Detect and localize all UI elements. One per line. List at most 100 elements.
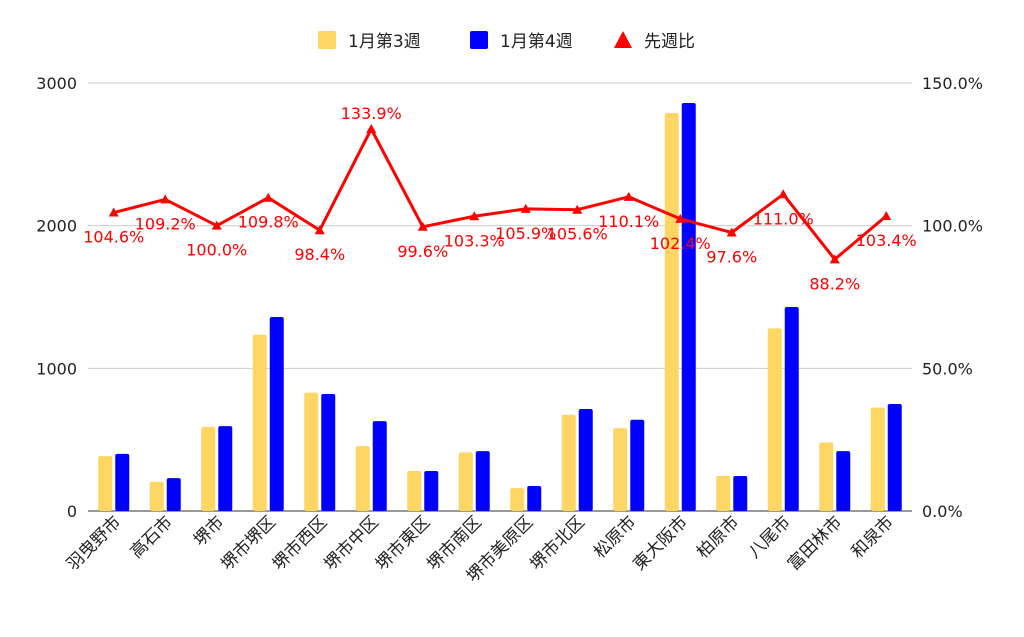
right-tick-label: 150.0%: [922, 74, 983, 93]
legend-label: 1月第4週: [500, 32, 573, 52]
ratio-label: 111.0%: [753, 209, 814, 228]
ratio-marker: [675, 213, 686, 223]
ratio-marker: [726, 227, 737, 237]
ratio-marker: [778, 189, 789, 199]
left-tick-label: 2000: [36, 217, 77, 236]
category-label: 羽曳野市: [63, 512, 125, 574]
left-tick-label: 1000: [36, 359, 77, 378]
category-label: 東大阪市: [630, 512, 692, 574]
ratio-marker: [108, 207, 119, 217]
bar-week3: [767, 328, 782, 511]
ratio-marker: [417, 221, 428, 231]
bar-week3: [149, 481, 164, 511]
category-label: 堺市堺区: [218, 512, 280, 574]
ratio-polyline: [113, 127, 888, 261]
bar-week3: [252, 334, 267, 511]
bar-week4: [166, 478, 181, 511]
legend-label: 先週比: [644, 32, 695, 52]
bar-week4: [527, 486, 542, 511]
right-axis: 0.0% 50.0% 100.0% 150.0%: [922, 74, 983, 521]
bar-week4: [887, 404, 902, 511]
category-label: 堺市: [190, 512, 228, 550]
legend-swatch: [318, 31, 336, 49]
category-label: 堺市中区: [321, 512, 383, 574]
ratio-label: 103.3%: [444, 231, 505, 250]
ratio-label: 104.6%: [83, 228, 144, 247]
ratio-label: 98.4%: [294, 245, 345, 264]
right-tick-label: 50.0%: [922, 359, 973, 378]
ratio-label: 88.2%: [809, 274, 860, 293]
bar-week3: [870, 407, 885, 511]
bar-week3: [664, 112, 679, 512]
ratio-marker: [572, 204, 583, 214]
ratio-labels: 104.6%109.2% 100.0% 109.8% 98.4% 133.9% 99.6%…: [83, 104, 917, 293]
category-label: 和泉市: [848, 512, 898, 562]
category-label: 堺市北区: [527, 512, 589, 574]
ratio-marker: [314, 225, 325, 235]
ratio-label: 109.8%: [238, 213, 299, 232]
bar-week3: [613, 428, 628, 511]
ratio-marker: [623, 191, 634, 201]
right-tick-label: 100.0%: [922, 217, 983, 236]
ratio-label: 109.2%: [135, 214, 196, 233]
bar-week4: [372, 421, 387, 511]
ratio-label: 103.4%: [856, 231, 917, 250]
category-label: 富田林市: [784, 512, 846, 574]
legend-label: 1月第3週: [348, 32, 421, 52]
bar-week4: [578, 408, 593, 511]
category-label: 八尾市: [745, 512, 795, 562]
ratio-marker: [366, 123, 377, 133]
bar-week3: [355, 446, 370, 511]
left-tick-label: 3000: [36, 74, 77, 93]
bar-week3: [98, 456, 113, 511]
bar-week3: [304, 392, 319, 511]
bars: [98, 102, 902, 512]
category-label: 松原市: [590, 512, 640, 562]
bar-week4: [218, 426, 233, 511]
bar-week4: [784, 306, 799, 511]
category-label: 高石市: [127, 512, 177, 562]
ratio-marker: [211, 220, 222, 230]
bar-week4: [321, 394, 336, 511]
left-axis: 0 1000 2000 3000: [36, 74, 77, 521]
ratio-label: 102.4%: [650, 234, 711, 253]
bar-week3: [510, 488, 525, 511]
bar-week4: [424, 471, 439, 511]
bar-week4: [115, 453, 130, 511]
ratio-marker: [263, 192, 274, 202]
category-label: 堺市東区: [372, 512, 434, 574]
ratio-label: 133.9%: [341, 104, 402, 123]
ratio-marker: [520, 203, 531, 213]
ratio-marker: [829, 254, 840, 264]
category-label: 柏原市: [693, 512, 743, 562]
bar-week4: [475, 451, 490, 511]
ratio-marker: [881, 210, 892, 220]
ratio-label: 105.6%: [547, 225, 608, 244]
ratio-label: 100.0%: [186, 241, 247, 260]
legend: 1月第3週 1月第4週 先週比: [318, 31, 695, 52]
bar-week4: [836, 451, 851, 511]
right-tick-label: 0.0%: [922, 502, 963, 521]
left-tick-label: 0: [67, 502, 77, 521]
bar-week3: [819, 442, 834, 511]
bar-week3: [201, 426, 216, 511]
bar-week3: [561, 414, 576, 511]
ratio-label: 97.6%: [706, 248, 757, 267]
bar-week4: [269, 316, 284, 511]
bar-week3: [458, 452, 473, 511]
ratio-label: 110.1%: [598, 212, 659, 231]
ratio-label: 105.9%: [495, 224, 556, 243]
legend-swatch: [614, 31, 632, 48]
legend-swatch: [470, 31, 488, 49]
bar-week4: [733, 476, 748, 511]
category-label: 堺市西区: [269, 512, 331, 574]
bar-week4: [630, 419, 645, 511]
ratio-line: [108, 123, 892, 264]
bar-week3: [716, 476, 731, 511]
bar-week4: [681, 102, 696, 512]
ratio-marker: [469, 211, 480, 221]
ratio-label: 99.6%: [397, 242, 448, 261]
